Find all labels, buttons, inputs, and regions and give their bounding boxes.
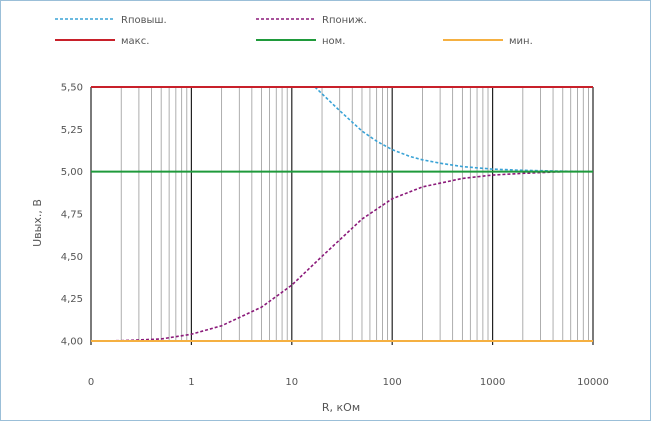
y-tick-label: 5,25 xyxy=(61,125,83,136)
y-tick-label: 4,50 xyxy=(61,252,83,263)
legend-label: ном. xyxy=(322,36,345,47)
grid-layer xyxy=(90,87,594,345)
series-layer xyxy=(90,86,594,342)
legend: Rповыш. Rпониж. макс. ном. мин. xyxy=(55,15,533,47)
y-tick-label: 4,75 xyxy=(61,210,83,221)
x-tick-label: 10000 xyxy=(577,377,609,388)
y-tick-label: 4,25 xyxy=(61,294,83,305)
series-line-2 xyxy=(90,170,593,342)
series-line-1 xyxy=(314,86,594,173)
x-tick-label: 100 xyxy=(383,377,402,388)
legend-label: мин. xyxy=(509,36,533,47)
legend-label: Rпониж. xyxy=(322,15,367,26)
y-tick-label: 4,00 xyxy=(61,337,83,348)
x-tick-label: 1 xyxy=(188,377,194,388)
axes-layer: 0 1 10 100 1000 10000 4,00 4,25 4,50 4,75 5,00 5,25… xyxy=(61,83,609,389)
x-axis-title: R, кОм xyxy=(322,401,360,414)
x-tick-label: 10 xyxy=(285,377,298,388)
y-axis-title: Uвых., В xyxy=(31,199,44,247)
x-tick-label: 0 xyxy=(88,377,94,388)
legend-label: макс. xyxy=(121,36,149,47)
legend-label: Rповыш. xyxy=(121,15,167,26)
x-tick-label: 1000 xyxy=(480,377,505,388)
y-tick-label: 5,00 xyxy=(61,167,83,178)
y-tick-label: 5,50 xyxy=(61,83,83,94)
